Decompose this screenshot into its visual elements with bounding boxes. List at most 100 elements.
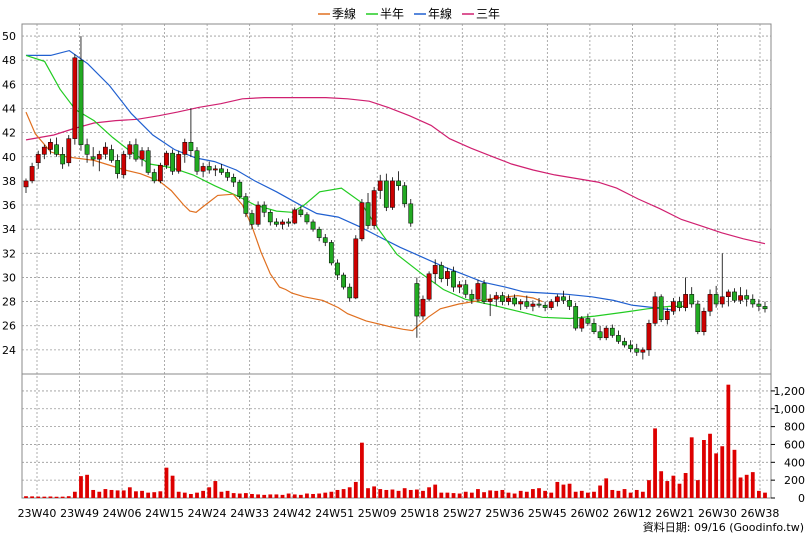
volume-bar-71 xyxy=(457,493,462,498)
volume-bar-70 xyxy=(451,493,456,498)
candle-body-54 xyxy=(353,238,359,299)
volume-bar-48 xyxy=(317,493,322,498)
x-tick-1: 23W49 xyxy=(60,507,99,520)
price-tick-5: 34 xyxy=(2,223,16,236)
candle-body-55 xyxy=(359,202,365,240)
volume-bar-104 xyxy=(659,471,664,498)
candle-body-76 xyxy=(487,298,493,302)
candle-body-92 xyxy=(585,318,591,324)
candle-body-111 xyxy=(701,310,707,333)
candle-body-9 xyxy=(78,59,84,145)
candle-body-5 xyxy=(54,144,59,155)
volume-bar-118 xyxy=(744,474,749,498)
legend-label-1: 半年 xyxy=(380,7,404,21)
volume-bar-21 xyxy=(152,492,157,498)
volume-bar-31 xyxy=(213,481,218,498)
candle-body-60 xyxy=(390,180,395,208)
volume-bar-100 xyxy=(634,489,639,498)
volume-bar-39 xyxy=(262,494,267,498)
volume-bar-22 xyxy=(158,491,163,498)
candle-body-101 xyxy=(640,349,646,353)
candle-body-80 xyxy=(512,297,517,305)
candle-body-20 xyxy=(145,150,151,173)
candle-body-77 xyxy=(493,295,499,300)
candle-body-113 xyxy=(713,294,719,305)
volume-bar-103 xyxy=(653,428,657,498)
volume-bar-20 xyxy=(146,492,151,498)
candle-body-108 xyxy=(683,294,688,308)
volume-bar-93 xyxy=(592,491,596,498)
volume-bar-28 xyxy=(195,492,199,498)
volume-bar-105 xyxy=(665,481,670,498)
candle-body-71 xyxy=(457,284,463,288)
volume-bar-81 xyxy=(518,490,523,498)
candle-body-15 xyxy=(115,160,120,174)
price-tick-8: 40 xyxy=(2,151,16,164)
candle-body-68 xyxy=(438,265,444,279)
x-tick-15: 26W21 xyxy=(656,507,695,520)
candle-body-35 xyxy=(237,181,243,197)
volume-bar-30 xyxy=(207,487,212,498)
volume-bar-52 xyxy=(341,489,346,498)
candle-body-89 xyxy=(567,300,572,307)
volume-bar-108 xyxy=(683,473,688,498)
candle-body-8 xyxy=(72,57,78,139)
x-tick-6: 24W42 xyxy=(273,507,312,520)
volume-tick-0: 0 xyxy=(798,492,805,505)
volume-bar-85 xyxy=(543,490,548,498)
candle-body-62 xyxy=(402,185,408,205)
ma_three-line xyxy=(25,97,766,245)
candle-body-96 xyxy=(609,327,615,336)
price-tick-10: 44 xyxy=(2,102,16,115)
volume-bar-10 xyxy=(85,474,89,498)
candle-body-63 xyxy=(408,203,414,224)
volume-bar-17 xyxy=(127,487,132,498)
volume-bar-106 xyxy=(671,475,676,498)
volume-bar-89 xyxy=(567,483,572,498)
x-tick-12: 25W45 xyxy=(528,507,567,520)
candle-body-73 xyxy=(469,294,475,300)
volume-bar-82 xyxy=(524,491,529,498)
candle-body-26 xyxy=(182,142,188,155)
candle-body-87 xyxy=(554,296,560,302)
candle-body-116 xyxy=(732,291,737,301)
candle-body-57 xyxy=(371,190,377,226)
price-tick-12: 48 xyxy=(2,54,16,67)
volume-bar-37 xyxy=(250,493,254,498)
volume-bar-47 xyxy=(311,493,315,498)
volume-bar-79 xyxy=(506,492,511,498)
candle-body-67 xyxy=(432,265,438,275)
volume-bar-65 xyxy=(421,490,425,498)
candlesticks xyxy=(23,36,768,360)
volume-bar-59 xyxy=(384,489,389,498)
candle-body-93 xyxy=(591,323,597,333)
volume-bar-117 xyxy=(738,477,743,498)
candle-body-84 xyxy=(536,303,542,306)
candle-body-6 xyxy=(60,154,66,165)
candle-body-36 xyxy=(243,196,249,214)
volume-bar-6 xyxy=(60,496,65,498)
volume-bar-19 xyxy=(140,490,144,498)
candle-body-81 xyxy=(518,301,524,305)
volume-bar-109 xyxy=(689,437,694,498)
candle-body-100 xyxy=(634,348,640,353)
volume-bar-4 xyxy=(48,496,53,498)
volume-bar-75 xyxy=(482,492,486,498)
candle-body-56 xyxy=(365,202,371,226)
x-tick-4: 24W24 xyxy=(188,507,227,520)
candle-body-44 xyxy=(292,209,298,224)
candle-body-1 xyxy=(29,166,35,182)
candle-body-29 xyxy=(200,166,206,172)
ma_quarter-line xyxy=(25,111,543,332)
x-axis: 23W40 23W49 24W06 24W15 24W24 24W33 24W42 24W51… xyxy=(18,507,780,520)
candle-body-88 xyxy=(561,296,566,301)
volume-bar-110 xyxy=(695,480,700,498)
volume-bar-76 xyxy=(488,490,493,498)
x-tick-16: 26W30 xyxy=(698,507,737,520)
candle-body-98 xyxy=(622,341,627,346)
x-tick-7: 24W51 xyxy=(315,507,354,520)
volume-bar-120 xyxy=(756,490,761,498)
volume-bar-36 xyxy=(243,493,248,498)
price-tick-11: 46 xyxy=(2,78,16,91)
candle-body-69 xyxy=(445,271,450,279)
